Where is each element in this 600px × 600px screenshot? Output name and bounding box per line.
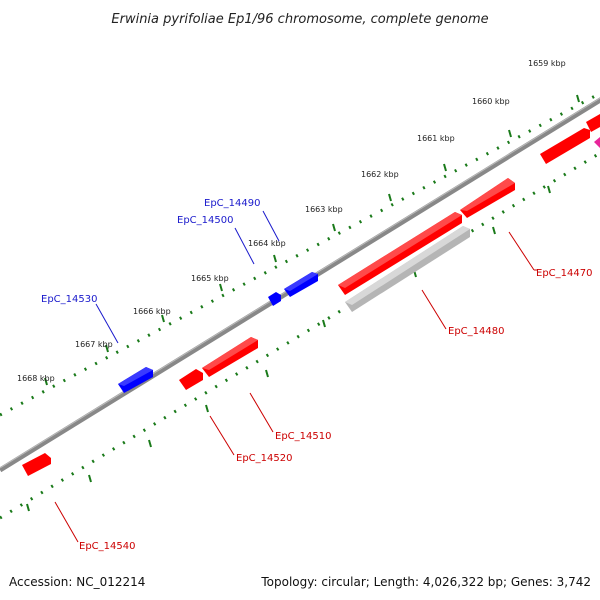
forward-strand-genes <box>22 114 600 476</box>
gene-feature-epc-14510-shade <box>202 337 258 370</box>
tick-1667 <box>105 344 109 353</box>
tick-label: 1661 kbp <box>417 134 455 143</box>
inner-scale-ring <box>0 151 600 520</box>
tick-labels: 1659 kbp 1660 kbp 1661 kbp 1662 kbp 1663… <box>17 59 566 383</box>
label-leader-lines <box>54 210 538 543</box>
outer-scale-ring <box>0 91 600 417</box>
gene-feature-edge-magenta[interactable] <box>594 137 600 148</box>
gene-feature-epc-14480-shade <box>345 226 470 305</box>
inner-tick <box>26 503 30 512</box>
gene-labels: EpC_14490 EpC_14500 EpC_14530 EpC_14470 … <box>41 198 592 552</box>
tick-1664 <box>273 254 277 263</box>
leader-epc-14520 <box>209 415 235 456</box>
other-features <box>345 226 470 312</box>
tick-1659 <box>576 94 580 103</box>
inner-tick <box>492 226 496 235</box>
tick-1661 <box>443 163 447 172</box>
gene-label-epc-14530[interactable]: EpC_14530 <box>41 294 97 305</box>
tick-label: 1664 kbp <box>248 239 286 248</box>
inner-tick <box>265 369 269 378</box>
tick-1666 <box>161 314 165 323</box>
tick-label: 1665 kbp <box>191 274 229 283</box>
tick-label: 1668 kbp <box>17 374 55 383</box>
gene-label-epc-14470[interactable]: EpC_14470 <box>536 268 592 279</box>
tick-1660 <box>508 129 512 138</box>
leader-epc-14470 <box>508 231 535 271</box>
tick-label: 1662 kbp <box>361 170 399 179</box>
inner-major-ticks <box>26 185 551 512</box>
inner-tick <box>547 185 551 194</box>
gene-feature-edge-2[interactable] <box>540 128 590 164</box>
gene-feature-epc-14520[interactable] <box>179 369 203 390</box>
gene-label-epc-14490[interactable]: EpC_14490 <box>204 198 260 209</box>
leader-epc-14510 <box>249 392 274 433</box>
gene-feature-epc-14470-shade <box>460 178 515 211</box>
leader-epc-14480 <box>421 289 447 330</box>
inner-tick <box>148 439 152 448</box>
gene-feature-edge-1[interactable] <box>586 114 600 132</box>
accession-text: Accession: NC_012214 <box>9 575 145 589</box>
tick-1665 <box>219 283 223 292</box>
reverse-strand-genes <box>118 272 318 393</box>
gene-feature-epc-14490-shade <box>284 272 318 291</box>
gene-label-epc-14480[interactable]: EpC_14480 <box>448 326 504 337</box>
tick-label: 1667 kbp <box>75 340 113 349</box>
tick-1668 <box>44 377 48 386</box>
tick-label: 1666 kbp <box>133 307 171 316</box>
leader-epc-14490 <box>262 210 280 242</box>
tick-1663 <box>332 223 336 232</box>
gene-label-epc-14500[interactable]: EpC_14500 <box>177 215 233 226</box>
outer-major-ticks <box>44 94 580 386</box>
tick-label: 1659 kbp <box>528 59 566 68</box>
leader-epc-14530 <box>95 303 119 344</box>
leader-epc-14500 <box>234 227 255 265</box>
gene-feature-epc-14530-shade <box>118 367 153 386</box>
tick-label: 1660 kbp <box>472 97 510 106</box>
gene-feature-epc-14540[interactable] <box>22 453 51 476</box>
gene-label-epc-14520[interactable]: EpC_14520 <box>236 453 292 464</box>
gene-label-epc-14510[interactable]: EpC_14510 <box>275 431 331 442</box>
tick-label: 1663 kbp <box>305 205 343 214</box>
inner-tick <box>88 474 92 483</box>
inner-tick <box>322 319 326 328</box>
map-title: Erwinia pyrifoliae Ep1/96 chromosome, co… <box>111 12 488 27</box>
gene-feature-epc-14500[interactable] <box>268 292 281 306</box>
inner-tick <box>205 404 209 413</box>
genome-summary-text: Topology: circular; Length: 4,026,322 bp… <box>260 575 591 589</box>
gene-feature-large-shade <box>338 212 462 288</box>
leader-epc-14540 <box>54 501 79 543</box>
gene-label-epc-14540[interactable]: EpC_14540 <box>79 541 135 552</box>
tick-1662 <box>388 193 392 202</box>
